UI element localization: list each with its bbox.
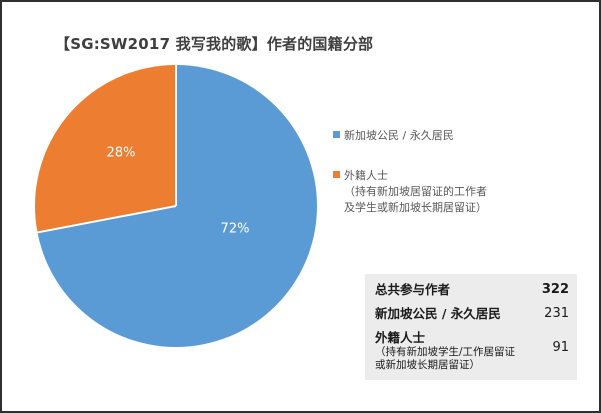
legend-sublabel-line1: （持有新加坡居留证的工作者 (344, 185, 487, 198)
legend-label: 外籍人士 (344, 169, 388, 182)
legend-swatch (333, 131, 340, 138)
legend-item-citizens: 新加坡公民 / 永久居民 (333, 128, 454, 144)
pie-label-majority: 72% (220, 221, 250, 237)
table-row-value: 322 (541, 282, 569, 297)
legend-item-foreigners: 外籍人士 （持有新加坡居留证的工作者 及学生或新加坡长期居留证） (333, 168, 487, 216)
chart-title: 【SG:SW2017 我写我的歌】作者的国籍分部 (55, 35, 374, 53)
summary-table: 总共参与作者 322 新加坡公民 / 永久居民 231 外籍人士 （持有新加坡学… (365, 274, 577, 380)
table-row-sublabel-line1: （持有新加坡学生/工作居留证 (375, 346, 516, 358)
table-row-sublabel-line2: 或新加坡长期居留证） (375, 359, 480, 371)
table-row-label: 总共参与作者 (375, 282, 451, 297)
table-row: 外籍人士 （持有新加坡学生/工作居留证 或新加坡长期居留证） 91 (375, 329, 569, 372)
legend-label: 新加坡公民 / 永久居民 (344, 129, 454, 142)
pie-label-minority: 28% (106, 145, 136, 161)
table-row: 新加坡公民 / 永久居民 231 (375, 305, 569, 322)
legend-sublabel-line2: 及学生或新加坡长期居留证） (344, 201, 487, 214)
pie-divider-1 (175, 65, 177, 206)
table-row-label: 新加坡公民 / 永久居民 (375, 306, 501, 321)
table-row-value: 91 (552, 340, 569, 355)
table-row-value: 231 (544, 306, 569, 321)
pie-divider-2 (37, 205, 177, 234)
table-row-label: 外籍人士 (375, 330, 426, 345)
legend-swatch (333, 171, 340, 178)
table-row: 总共参与作者 322 (375, 281, 569, 298)
pie: 72% 28% (35, 65, 317, 347)
